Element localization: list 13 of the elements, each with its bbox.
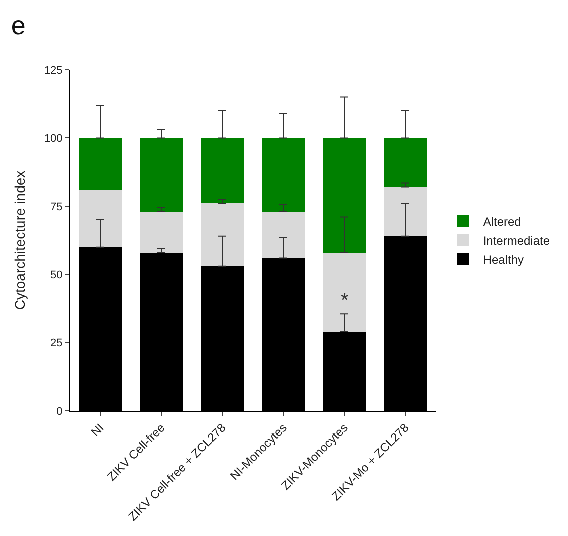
y-tick-label: 125	[44, 64, 63, 77]
y-tick-label: 25	[50, 338, 63, 350]
legend-label: Intermediate	[483, 234, 550, 248]
y-tick-label: 100	[44, 133, 63, 146]
y-axis-title: Cytoarchitecture index	[12, 170, 28, 310]
legend-label: Altered	[483, 215, 522, 230]
x-tick-label: NI	[88, 420, 107, 440]
y-tick-label: 50	[50, 269, 63, 282]
y-tick-label: 75	[50, 201, 63, 214]
annotation: *	[341, 290, 349, 312]
chart-title: e	[11, 10, 26, 40]
legend-label: Healthy	[483, 253, 524, 268]
y-tick-label: 0	[56, 406, 63, 418]
